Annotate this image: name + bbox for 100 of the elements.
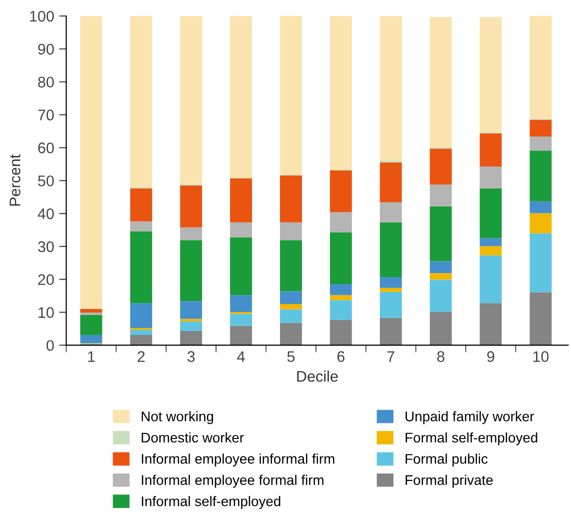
bar [330,320,352,346]
bar [330,232,352,284]
bar [380,292,402,318]
legend-label: Not working [142,411,214,424]
bar [230,314,252,326]
x-tick-label: 7 [387,351,394,362]
bar [230,237,252,296]
y-tick-label: 40 [38,208,54,220]
x-tick-label: 3 [187,351,195,362]
bar [330,212,352,232]
legend-label: Informal employee formal firm [142,474,324,488]
y-tick-label: 10 [38,307,54,318]
legend-label: Formal public [406,454,488,467]
bar [80,314,102,335]
bar [530,292,552,346]
bar [430,206,452,262]
bar [180,322,202,332]
bar [130,188,152,222]
x-tick-label: 4 [237,351,245,362]
bar [230,222,252,238]
bar [430,280,452,312]
bar [380,16,402,161]
bar [130,221,152,232]
bar [230,16,252,178]
legend-label: Domestic worker [142,432,244,443]
bar [480,246,502,256]
x-tick-label: 9 [487,351,494,362]
bar [430,148,452,185]
bar [480,188,502,238]
bar [380,162,402,202]
bar [430,312,452,346]
bar [380,202,402,222]
bar [530,213,552,234]
legend-label: Formal private [406,474,493,488]
legend-label: Informal self-employed [142,496,280,509]
bar [80,16,102,309]
bar [180,331,202,346]
bar [480,255,502,304]
legend-label: Informal employee informal firm [142,454,334,467]
bar [430,273,452,280]
bar [330,300,352,320]
y-tick-label: 20 [38,274,54,286]
y-tick-label: 90 [38,44,54,55]
x-tick-label: 6 [337,351,344,362]
bar [380,288,402,292]
bar [130,335,152,346]
y-tick-label: 0 [46,340,54,351]
y-tick-label: 60 [38,142,54,154]
bar [130,330,152,335]
x-tick-label: 8 [437,351,444,362]
bar [80,308,102,313]
bar [430,261,452,274]
y-tick-label: 50 [38,175,54,186]
bar [130,16,152,188]
bar [280,175,302,222]
x-tick-label: 1 [88,351,95,362]
legend-label: Unpaid family worker [406,411,534,424]
y-tick-label: 70 [38,110,54,120]
bar [180,240,202,302]
bar [530,233,552,292]
bar [480,303,502,346]
bar [380,318,402,346]
bar [230,178,252,222]
bar [380,222,402,278]
legend-label: Formal self-employed [406,432,538,446]
bar [330,295,352,300]
bar [330,16,352,170]
bar [280,291,302,304]
bar [530,136,552,151]
bar [530,16,552,119]
bar [180,301,202,319]
bar [130,231,152,304]
bar [330,170,352,212]
bar [380,277,402,288]
x-tick-label: 2 [138,351,145,362]
bar [480,238,502,246]
bar [180,227,202,240]
bar [480,16,502,133]
bar [80,335,102,344]
bar [180,318,202,322]
bar [280,16,302,176]
bar [230,326,252,346]
bar [530,120,552,136]
bar [130,303,152,328]
bar [430,184,452,206]
bar [280,309,302,323]
bar [280,304,302,310]
bar [280,240,302,292]
bar [230,295,252,312]
y-tick-label: 30 [38,241,54,252]
y-tick-label: 100 [30,10,54,22]
bar [480,134,502,166]
bar [430,16,452,148]
bar [180,186,202,228]
x-axis-title: Decile [297,370,338,382]
y-axis-title: Percent [10,154,20,206]
x-tick-label: 5 [287,351,295,362]
bar [480,166,502,188]
bar [330,284,352,296]
bar [530,201,552,214]
